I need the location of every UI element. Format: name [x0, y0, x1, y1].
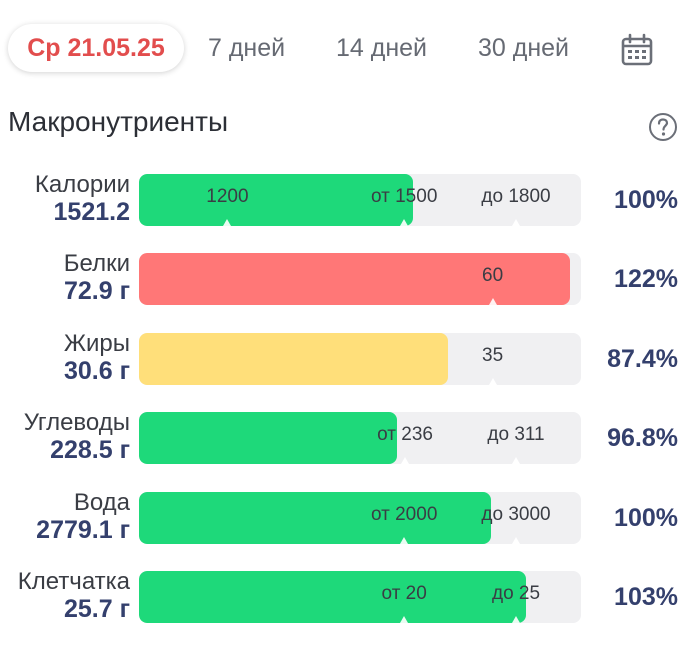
tab-30-days[interactable]: 30 дней [478, 33, 570, 62]
nutrient-percent: 103% [614, 583, 678, 611]
nutrient-percent: 122% [614, 265, 678, 293]
period-tabs: Ср 21.05.25 7 дней 14 дней 30 дней [8, 24, 680, 74]
nutrient-percent: 87.4% [607, 345, 678, 373]
nutrient-label: Клетчатка [17, 568, 130, 595]
nutrient-percent: 100% [614, 504, 678, 532]
target-tick [512, 457, 521, 464]
tab-current-date[interactable]: Ср 21.05.25 [8, 24, 184, 72]
target-tick [488, 298, 497, 305]
target-mark-label: от 236 [377, 424, 433, 445]
tab-7-days[interactable]: 7 дней [208, 33, 286, 62]
progress-track: от 20 до 25 [139, 571, 581, 623]
progress-fill [139, 412, 397, 464]
nutrient-label: Белки [63, 250, 130, 277]
nutrient-percent: 96.8% [607, 424, 678, 452]
target-tick [223, 219, 232, 226]
target-tick [400, 616, 409, 623]
target-mark-label: до 25 [491, 583, 541, 604]
progress-fill [139, 492, 492, 544]
help-icon[interactable] [648, 112, 678, 142]
nutrient-value: 1521.2 [53, 198, 130, 226]
target-tick [400, 537, 409, 544]
progress-fill [139, 253, 570, 305]
nutrient-row: Жиры 30.6 г 35 87.4% [0, 331, 680, 387]
nutrient-value: 30.6 г [63, 357, 130, 385]
nutrient-value: 228.5 г [50, 436, 130, 464]
nutrient-label: Калории [34, 171, 130, 198]
target-mark-label: до 3000 [481, 504, 551, 525]
progress-fill [139, 571, 527, 623]
nutrient-row: Белки 72.9 г 60 122% [0, 251, 680, 307]
nutrient-percent: 100% [614, 186, 678, 214]
target-tick [401, 457, 410, 464]
target-mark-label: от 2000 [370, 504, 438, 525]
progress-track: от 236 до 311 [139, 412, 581, 464]
progress-track: 60 [139, 253, 581, 305]
target-mark-label: от 1500 [370, 186, 438, 207]
nutrient-row: Калории 1521.2 1200 от 1500 до 1800 100% [0, 172, 680, 228]
section-title: Макронутриенты [8, 106, 229, 137]
target-tick [400, 219, 409, 226]
calendar-icon[interactable] [620, 33, 654, 67]
target-mark-label: 60 [482, 265, 504, 286]
tab-14-days[interactable]: 14 дней [336, 33, 428, 62]
progress-track: от 2000 до 3000 [139, 492, 581, 544]
nutrient-label: Вода [73, 489, 130, 516]
progress-fill [139, 333, 449, 385]
nutrient-label: Углеводы [23, 409, 130, 436]
target-tick [512, 219, 521, 226]
target-mark-label: до 1800 [481, 186, 551, 207]
target-mark-label: от 20 [381, 583, 427, 604]
nutrient-value: 25.7 г [63, 595, 130, 623]
progress-track: 1200 от 1500 до 1800 [139, 174, 581, 226]
nutrient-row: Клетчатка 25.7 г от 20 до 25 103% [0, 569, 680, 625]
target-mark-label: до 311 [487, 424, 545, 445]
target-tick [512, 616, 521, 623]
nutrient-label: Жиры [63, 330, 130, 357]
nutrient-value: 72.9 г [63, 277, 130, 305]
nutrient-value: 2779.1 г [36, 516, 130, 544]
progress-track: 35 [139, 333, 581, 385]
progress-fill [139, 174, 414, 226]
target-tick [512, 537, 521, 544]
target-mark-label: 1200 [206, 186, 249, 207]
target-mark-label: 35 [482, 345, 504, 366]
nutrient-row: Углеводы 228.5 г от 236 до 311 96.8% [0, 410, 680, 466]
nutrient-row: Вода 2779.1 г от 2000 до 3000 100% [0, 490, 680, 546]
target-tick [488, 378, 497, 385]
